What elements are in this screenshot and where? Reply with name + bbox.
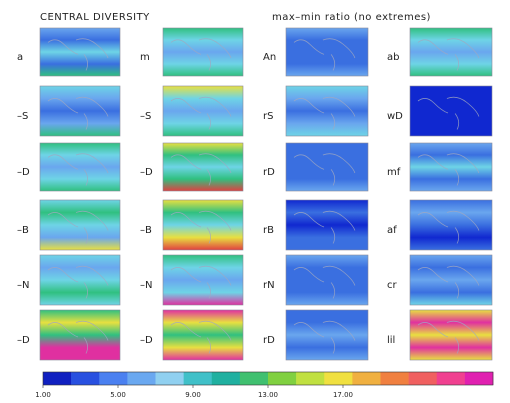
row-label: –N (17, 280, 29, 291)
row-label: rS (263, 111, 273, 122)
row-label: An (263, 52, 276, 63)
colorbar-segment (437, 372, 465, 385)
colorbar-segment (324, 372, 352, 385)
colorbar-tick-label: 17.00 (333, 391, 353, 399)
row-label: cr (387, 280, 397, 291)
colorbar-segment (465, 372, 493, 385)
row-label: af (387, 225, 397, 236)
row-label: a (17, 52, 23, 63)
colorbar-tick-label: 5.00 (110, 391, 126, 399)
map-panel (163, 255, 243, 305)
row-label: m (140, 52, 150, 63)
map-panel (40, 143, 120, 191)
map-panel (40, 310, 120, 360)
right-title: max–min ratio (no extremes) (272, 12, 431, 23)
map-panel (286, 143, 368, 191)
colorbar-segment (352, 372, 380, 385)
map-panel (410, 200, 492, 250)
row-label: rD (263, 167, 275, 178)
colorbar-segment (127, 372, 155, 385)
colorbar-tick-label: 13.00 (258, 391, 278, 399)
row-label: rN (263, 280, 275, 291)
row-label: –D (140, 335, 153, 346)
colorbar-segment (409, 372, 437, 385)
colorbar-segment (184, 372, 212, 385)
row-label: –D (140, 167, 153, 178)
map-panel (163, 28, 243, 76)
map-panel (410, 310, 492, 360)
row-label: –S (17, 111, 28, 122)
map-panel (286, 310, 368, 360)
colorbar-segment (212, 372, 240, 385)
row-label: rB (263, 225, 274, 236)
map-panel (163, 143, 243, 191)
colorbar-tick-label: 9.00 (185, 391, 201, 399)
row-label: –B (17, 225, 29, 236)
map-panel (410, 28, 492, 76)
left-title: CENTRAL DIVERSITY (40, 12, 150, 23)
map-panel (163, 200, 243, 250)
map-panel (286, 86, 368, 136)
map-panel (410, 143, 492, 191)
map-panel (163, 310, 243, 360)
map-panel (40, 200, 120, 250)
row-label: –N (140, 280, 152, 291)
colorbar-segment (43, 372, 71, 385)
figure: CENTRAL DIVERSITY max–min ratio (no extr… (0, 0, 510, 403)
row-label: rD (263, 335, 275, 346)
map-panel (40, 28, 120, 76)
row-label: –D (17, 335, 30, 346)
row-label: –D (17, 167, 30, 178)
map-panel (410, 255, 492, 305)
colorbar-segment (268, 372, 296, 385)
colorbar-segment (156, 372, 184, 385)
row-label: –S (140, 111, 151, 122)
map-panel (40, 255, 120, 305)
map-panel (286, 255, 368, 305)
row-label: mf (387, 167, 401, 178)
row-label: ab (387, 52, 399, 63)
colorbar-segment (240, 372, 268, 385)
row-label: wD (387, 111, 403, 122)
colorbar-segment (71, 372, 99, 385)
row-label: lil (387, 335, 395, 346)
colorbar-segment (296, 372, 324, 385)
map-panel (286, 28, 368, 76)
map-panel (286, 200, 368, 250)
colorbar-segment (381, 372, 409, 385)
map-panel (40, 86, 120, 136)
colorbar-tick-label: 1.00 (35, 391, 51, 399)
colorbar-segment (99, 372, 127, 385)
map-panel (163, 86, 243, 136)
row-label: –B (140, 225, 152, 236)
map-panel (410, 86, 492, 136)
